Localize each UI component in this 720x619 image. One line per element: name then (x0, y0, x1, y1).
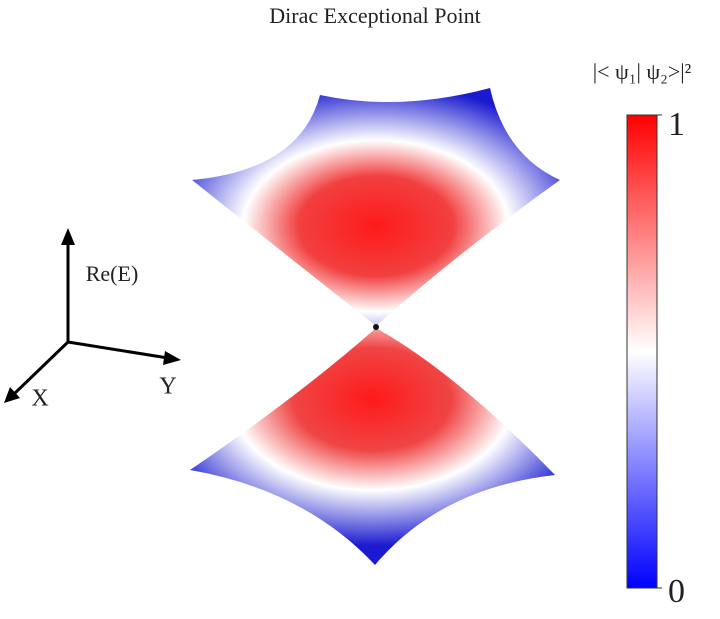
x-arrow (4, 387, 20, 403)
colorbar-tick-label: 1 (668, 106, 685, 143)
x-axis-label: X (31, 386, 48, 412)
exceptional-point (373, 324, 379, 330)
axis-triad (4, 228, 181, 403)
colorbar-label: |< ψ₁| ψ₂>|² (593, 59, 692, 84)
z-arrow (61, 228, 75, 245)
z-axis-label: Re(E) (86, 261, 139, 286)
colorbar-tick-label: 0 (668, 573, 685, 610)
upper-surface (192, 88, 560, 326)
y-axis (67, 340, 169, 360)
chart-title: Dirac Exceptional Point (269, 3, 480, 28)
lower-surface (190, 328, 555, 565)
x-axis (12, 340, 70, 396)
colorbar (626, 114, 658, 589)
y-axis-label: Y (159, 374, 176, 400)
y-arrow (163, 351, 181, 365)
